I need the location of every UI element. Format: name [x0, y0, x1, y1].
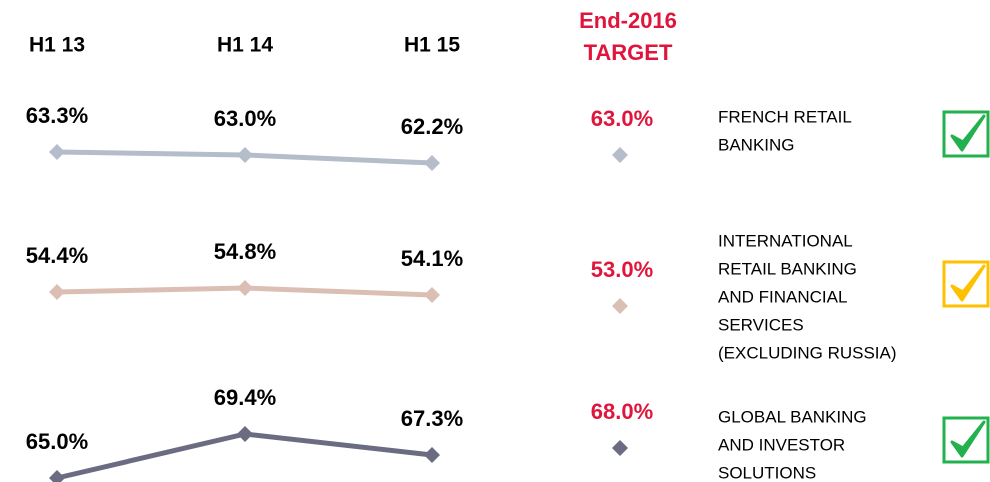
point-marker: [49, 144, 65, 160]
check-mark: [950, 114, 986, 152]
target-header: TARGET: [584, 40, 673, 65]
point-marker: [424, 155, 440, 171]
data-label: 62.2%: [401, 114, 463, 139]
point-marker: [237, 280, 253, 296]
series-name: SOLUTIONS: [718, 463, 816, 482]
data-label: 63.3%: [26, 103, 88, 128]
target-label: 63.0%: [591, 106, 653, 131]
target-label: 68.0%: [591, 399, 653, 424]
point-marker: [49, 284, 65, 300]
series-name: RETAIL BANKING: [718, 259, 857, 278]
column-header: H1 14: [217, 34, 273, 57]
series-name: GLOBAL BANKING: [718, 407, 867, 426]
point-marker: [424, 447, 440, 463]
check-box: [942, 110, 990, 158]
check-mark: [950, 420, 986, 458]
point-marker: [49, 470, 65, 482]
series-name: INTERNATIONAL: [718, 231, 853, 250]
data-label: 63.0%: [214, 106, 276, 131]
series-name: AND INVESTOR: [718, 435, 845, 454]
data-label: 65.0%: [26, 429, 88, 454]
point-marker: [424, 287, 440, 303]
check-box: [942, 416, 990, 464]
series-name: AND FINANCIAL: [718, 287, 847, 306]
target-marker: [612, 440, 628, 456]
target-marker: [612, 147, 628, 163]
target-label: 53.0%: [591, 257, 653, 282]
check-box: [942, 260, 990, 308]
data-label: 54.8%: [214, 239, 276, 264]
point-marker: [237, 147, 253, 163]
data-label: 54.4%: [26, 243, 88, 268]
data-label: 54.1%: [401, 246, 463, 271]
data-label: 69.4%: [214, 385, 276, 410]
target-header: End-2016: [579, 8, 677, 33]
column-header: H1 13: [29, 34, 85, 57]
series-name: SERVICES: [718, 315, 804, 334]
series-name: BANKING: [718, 135, 795, 154]
check-mark: [950, 264, 986, 302]
series-name: FRENCH RETAIL: [718, 107, 852, 126]
column-header: H1 15: [404, 34, 460, 57]
point-marker: [237, 426, 253, 442]
data-label: 67.3%: [401, 406, 463, 431]
target-marker: [612, 298, 628, 314]
series-name: (EXCLUDING RUSSIA): [718, 343, 897, 362]
